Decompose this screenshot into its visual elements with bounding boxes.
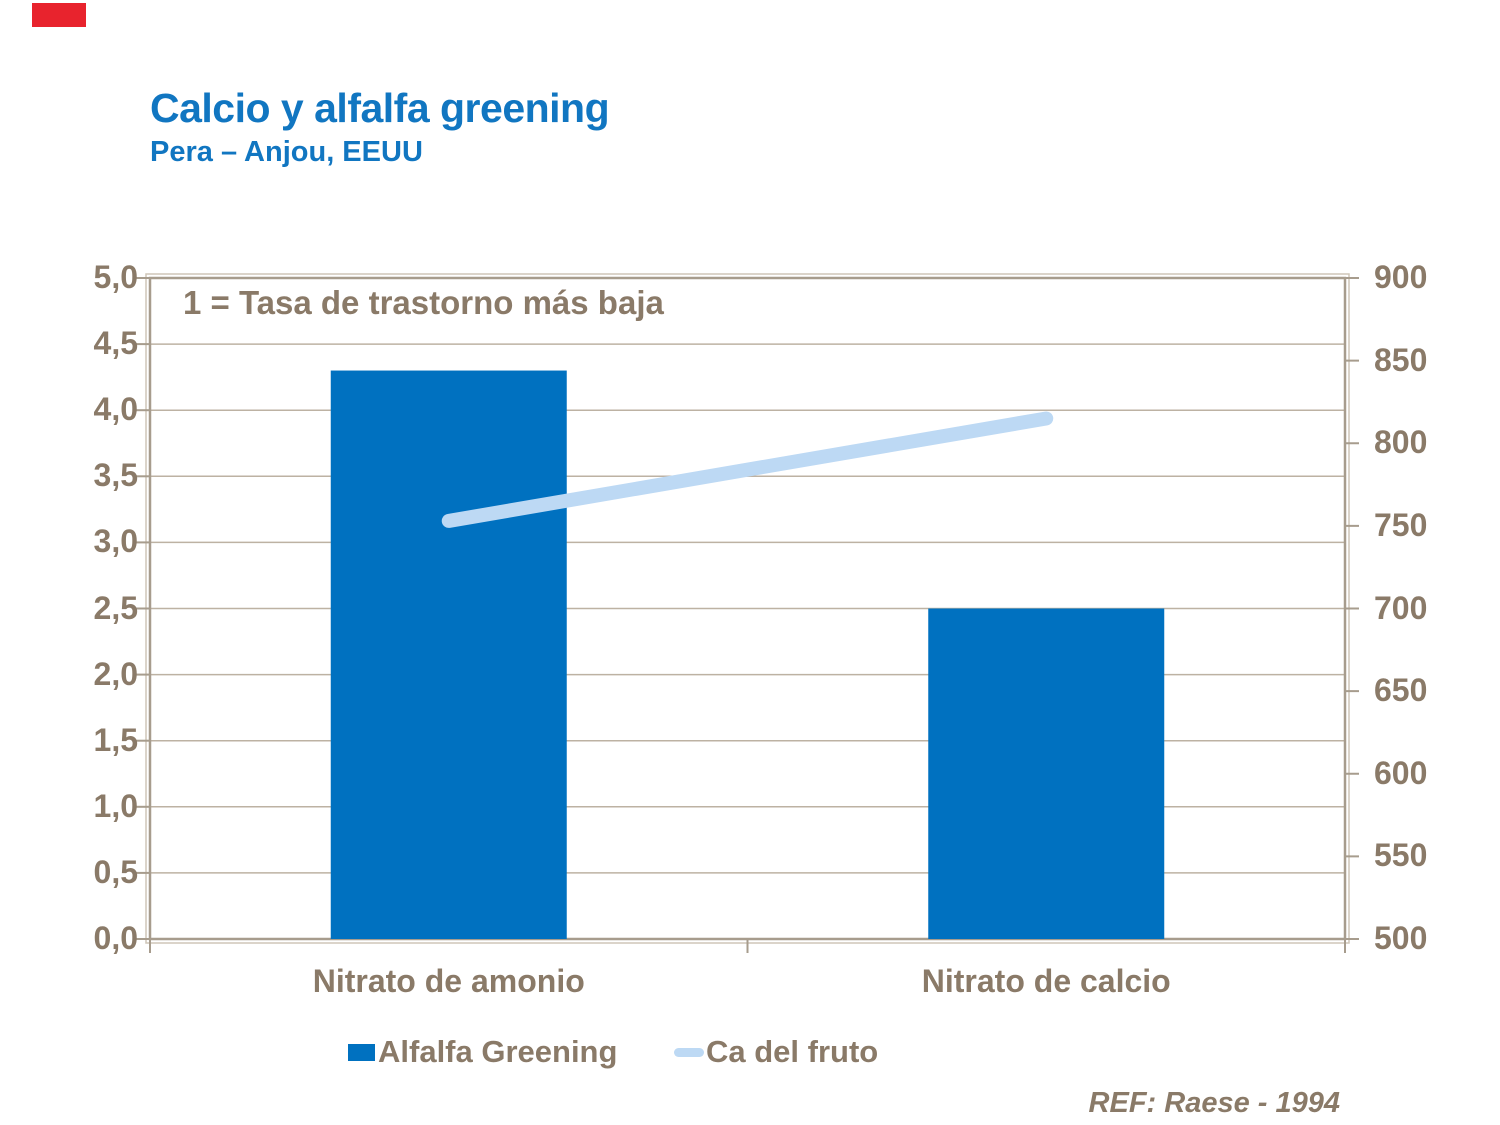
right-axis-label: 600 [1374, 754, 1428, 791]
legend-label: Ca del fruto [706, 1034, 879, 1069]
right-axis-label: 550 [1374, 837, 1428, 874]
left-axis-label: 2,0 [93, 655, 138, 692]
right-axis-label: 500 [1374, 920, 1428, 956]
right-axis-label: 700 [1374, 589, 1428, 626]
bar-1 [330, 370, 567, 939]
left-axis-label: 3,5 [93, 457, 138, 494]
right-axis-label: 650 [1374, 672, 1428, 709]
left-axis-label: 4,0 [93, 391, 138, 428]
right-axis-label: 850 [1374, 341, 1428, 378]
line-swatch-icon [674, 1047, 704, 1057]
right-axis-label: 800 [1374, 424, 1428, 461]
left-axis-label: 3,0 [93, 523, 138, 560]
x-axis-label: Nitrato de calcio [921, 963, 1171, 999]
x-axis-label: Nitrato de amonio [312, 963, 585, 999]
legend-label: Alfalfa Greening [378, 1034, 618, 1069]
legend-item-alfalfa-greening: Alfalfa Greening [348, 1034, 617, 1070]
left-axis-label: 5,0 [93, 259, 138, 295]
brand-logo-block [32, 3, 86, 27]
left-axis-label: 1,0 [93, 787, 138, 824]
right-axis-label: 750 [1374, 506, 1428, 543]
page-subtitle: Pera – Anjou, EEUU [150, 136, 423, 169]
left-axis-label: 0,5 [93, 853, 138, 890]
bar-swatch-icon [348, 1043, 375, 1061]
reference-text: REF: Raese - 1994 [1088, 1087, 1340, 1119]
chart-annotation: 1 = Tasa de trastorno más baja [183, 284, 664, 321]
left-axis-label: 2,5 [93, 589, 138, 626]
left-axis-label: 1,5 [93, 721, 138, 758]
ca-del-fruto-line [441, 411, 1054, 528]
bar-2 [928, 608, 1165, 939]
left-axis-label: 0,0 [93, 920, 138, 956]
page-title: Calcio y alfalfa greening [150, 85, 610, 132]
right-axis-label: 900 [1374, 259, 1428, 295]
legend-item-ca-del-fruto: Ca del fruto [674, 1034, 878, 1070]
left-axis-label: 4,5 [93, 325, 138, 362]
